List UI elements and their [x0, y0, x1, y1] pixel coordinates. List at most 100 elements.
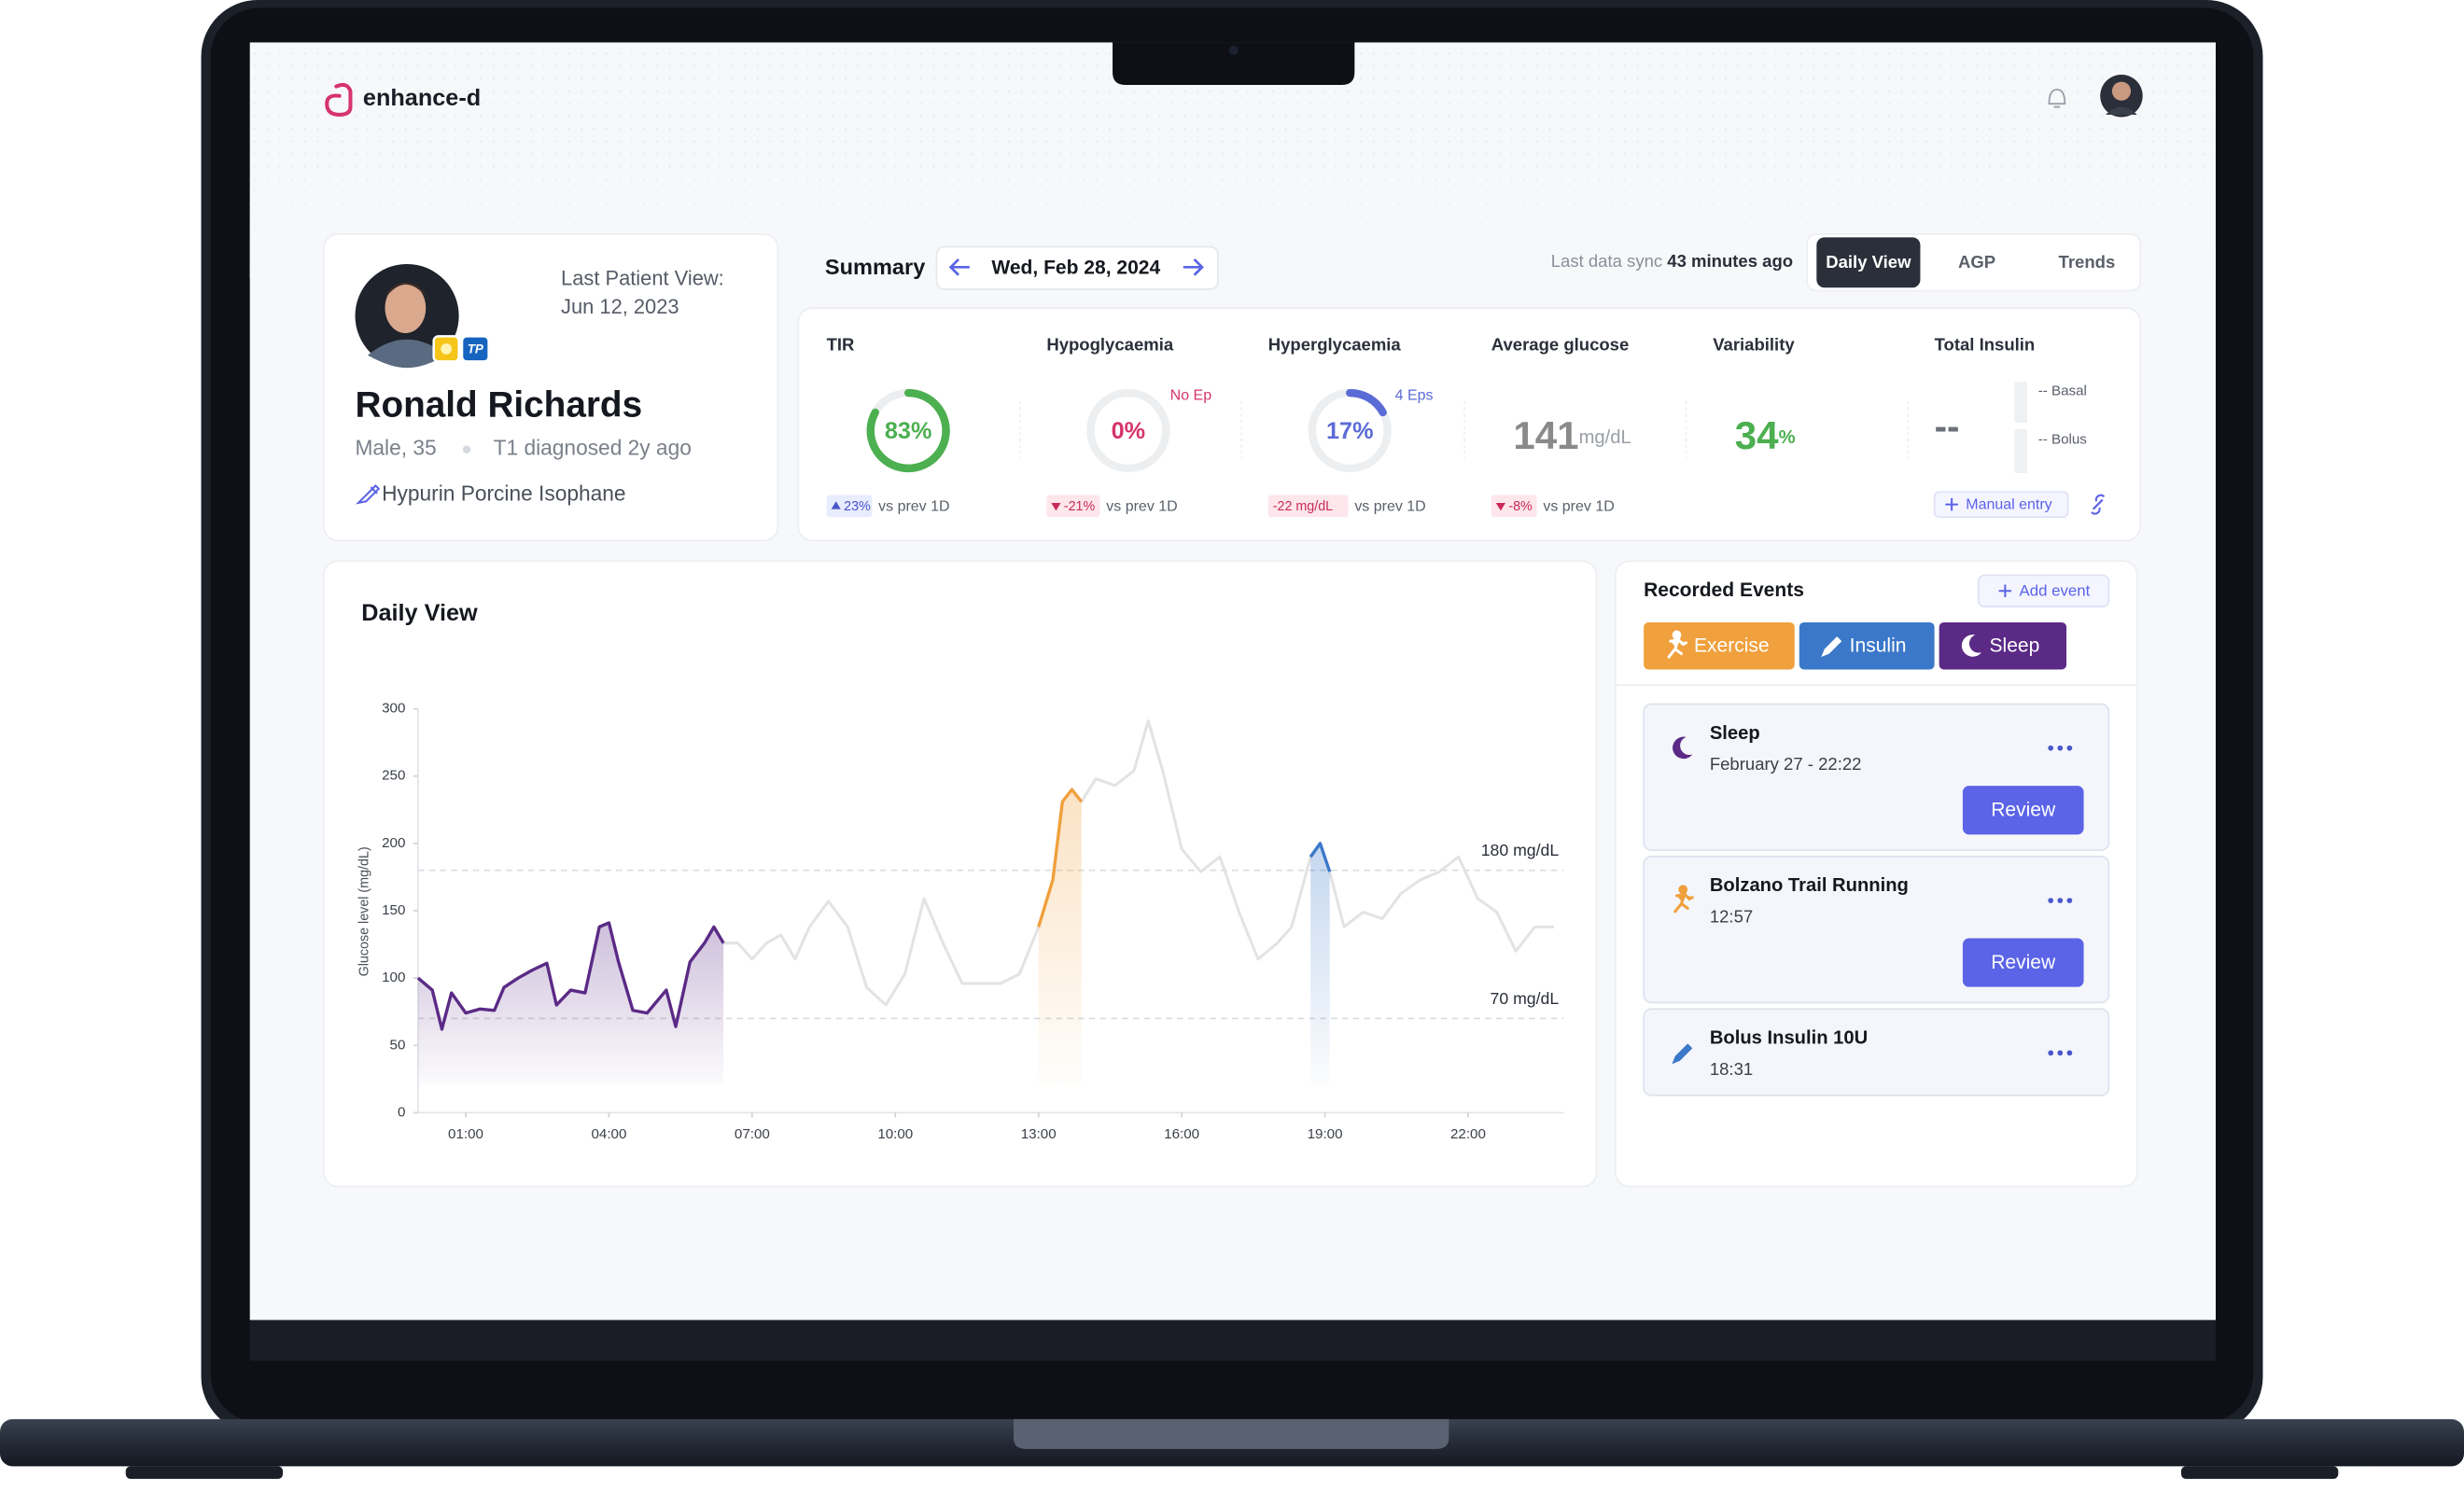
manual-entry-button[interactable] — [1933, 491, 2069, 518]
change-badge — [826, 495, 873, 518]
gauge-note: No Ep — [1170, 388, 1212, 404]
change-value: 23% — [844, 499, 871, 514]
avatar-face — [2111, 81, 2132, 101]
x-tick-label: 13:00 — [1021, 1126, 1057, 1142]
gauge-value: 0% — [1112, 418, 1145, 444]
reference-label: 180 mg/dL — [1481, 841, 1560, 859]
menu-dot — [2057, 745, 2064, 751]
metrics: TIR 83% 23% vs prev 1D Hypoglycaemia 0% No Ep -… — [826, 334, 2106, 518]
y-tick-label: 200 — [382, 835, 405, 851]
change-badge — [1267, 495, 1349, 518]
prev-date-button[interactable] — [948, 258, 970, 276]
base-notch — [1013, 1418, 1449, 1449]
notification-bell[interactable] — [2048, 89, 2066, 108]
highlight-line — [1309, 842, 1332, 872]
highlight-area — [1310, 843, 1330, 1085]
filter-button[interactable] — [1799, 621, 1935, 670]
menu-dot — [2057, 1050, 2064, 1056]
filter-button[interactable] — [1939, 621, 2067, 670]
event-menu[interactable] — [2041, 735, 2079, 760]
daily-view-title: Daily View — [361, 600, 478, 626]
logo-icon — [325, 82, 353, 117]
active-tab[interactable] — [1816, 237, 1921, 288]
change-arrow — [1051, 502, 1061, 511]
metric-label: Hypoglycaemia — [1046, 334, 1174, 354]
menu-dot — [2048, 1050, 2054, 1056]
change-value: -21% — [1064, 499, 1096, 514]
event-title: Sleep — [1710, 723, 1760, 744]
y-tick-label: 250 — [382, 768, 405, 784]
filter-button[interactable] — [1644, 621, 1795, 670]
insulin-icon — [1821, 636, 1842, 657]
photo-shirt — [367, 339, 447, 369]
last-view-label: Last Patient View: — [561, 267, 724, 290]
event-menu[interactable] — [2041, 888, 2079, 914]
change-arrow — [1495, 502, 1505, 511]
x-tick-label: 04:00 — [591, 1126, 626, 1142]
metric-unit: mg/dL — [1579, 427, 1631, 448]
avatar-shoulders — [2106, 106, 2137, 115]
photo-face — [385, 283, 427, 334]
metric-label: TIR — [827, 334, 855, 354]
metric-value: 34% — [1735, 413, 1796, 457]
x-tick-label: 22:00 — [1450, 1126, 1486, 1142]
change-badge — [1491, 495, 1537, 518]
photo-hair — [385, 283, 427, 299]
event-time: 12:57 — [1710, 906, 1753, 926]
comparison-label: vs prev 1D — [1106, 498, 1177, 514]
metric-label: Variability — [1713, 334, 1795, 354]
gauge-value: 83% — [885, 418, 932, 444]
review-button[interactable] — [1962, 786, 2084, 835]
event-time: February 27 - 22:22 — [1710, 754, 1862, 774]
add-event-button[interactable] — [1977, 574, 2110, 607]
summary-title: Summary — [825, 255, 925, 279]
separator-dot — [462, 445, 471, 453]
tab-label[interactable]: Daily View — [1826, 252, 1911, 272]
x-tick-label: 19:00 — [1308, 1126, 1343, 1142]
metric-label: Hyperglycaemia — [1268, 334, 1402, 354]
event-time: 18:31 — [1710, 1059, 1753, 1079]
date-picker — [935, 245, 1219, 290]
medication-icon — [355, 483, 381, 505]
metric-unit: % — [1779, 427, 1796, 448]
menu-dot — [2048, 745, 2054, 751]
tab-label[interactable]: AGP — [1958, 252, 1995, 272]
metric-label: Average glucose — [1491, 334, 1629, 354]
filter-label: Insulin — [1850, 635, 1907, 657]
patient-diagnosis: T1 diagnosed 2y ago — [494, 436, 692, 460]
sync-status: Last data sync 43 minutes ago — [1551, 251, 1793, 271]
y-tick-label: 100 — [382, 970, 405, 985]
manual-entry-label: Manual entry — [1966, 497, 2051, 513]
medication: Hypurin Porcine Isophane — [382, 481, 625, 506]
link-icon[interactable] — [2091, 494, 2106, 515]
comparison-label: vs prev 1D — [878, 498, 949, 514]
app-name: enhance-d — [363, 85, 481, 111]
menu-dot — [2048, 898, 2054, 903]
sleep-icon — [1673, 736, 1693, 760]
tp-badge-text: TP — [468, 342, 483, 356]
review-button[interactable] — [1962, 938, 2084, 987]
comparison-label: vs prev 1D — [1543, 498, 1614, 514]
menu-dot — [2066, 898, 2073, 903]
highlight-area — [417, 922, 724, 1085]
tab-label[interactable]: Trends — [2059, 252, 2116, 272]
current-date: Wed, Feb 28, 2024 — [991, 258, 1160, 279]
basal-label: -- Basal — [2038, 383, 2087, 398]
review-label: Review — [1991, 800, 2056, 821]
comparison-label: vs prev 1D — [1354, 498, 1425, 514]
insulin-bar — [2014, 428, 2027, 473]
metric-value: -- — [1935, 404, 1960, 447]
y-tick-label: 0 — [398, 1104, 405, 1120]
metric-number: 34 — [1735, 413, 1779, 457]
patient-name: Ronald Richards — [356, 384, 643, 425]
x-tick-label: 01:00 — [448, 1126, 483, 1142]
chin — [249, 1319, 2216, 1361]
metric-value: 141mg/dL — [1513, 413, 1631, 457]
event-menu[interactable] — [2041, 1040, 2079, 1066]
bolus-label: -- Bolus — [2038, 432, 2088, 448]
foot — [125, 1466, 284, 1479]
glucose-chart: 0 50 100 150 200 250 300 01:00 04:00 07:00 10:00 13… — [357, 701, 1564, 1142]
filter-label: Sleep — [1990, 635, 2040, 657]
next-date-button[interactable] — [1183, 258, 1204, 276]
metrics-card — [797, 307, 2142, 542]
